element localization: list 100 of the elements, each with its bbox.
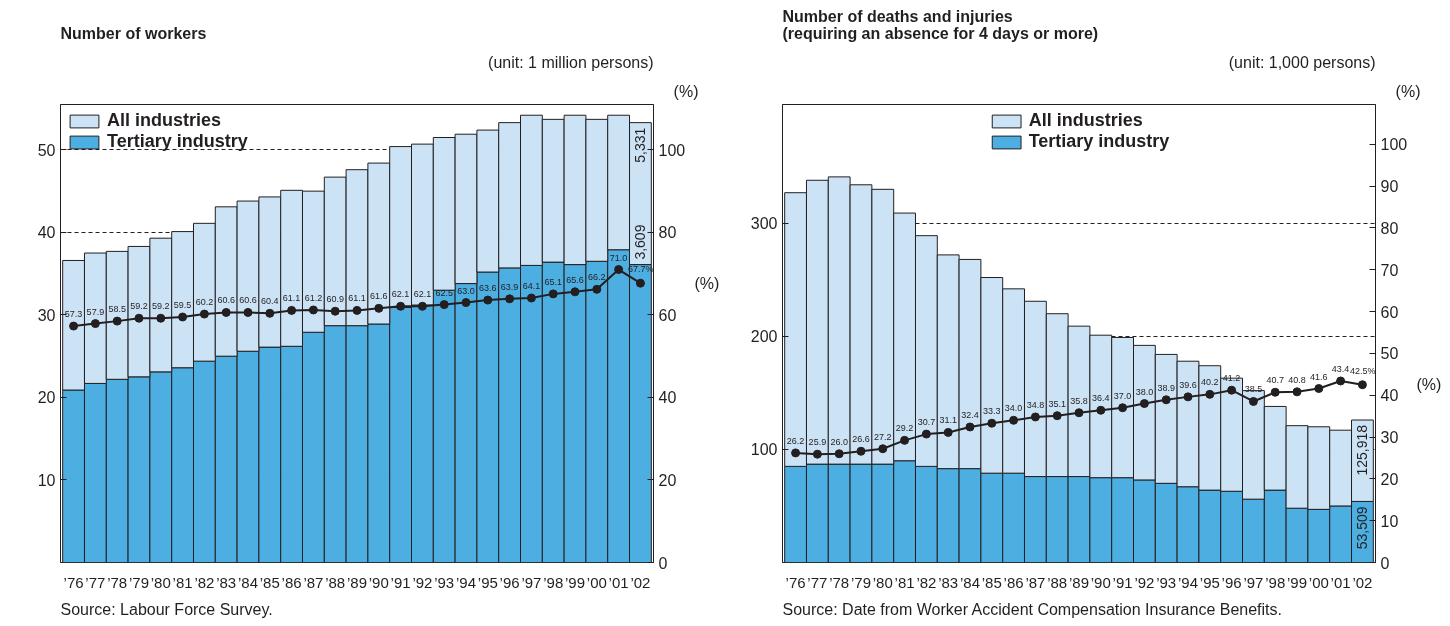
point xyxy=(1314,384,1324,393)
data-label: 32.4 xyxy=(961,409,979,420)
point xyxy=(1118,403,1128,413)
x-tick-label: ’76 xyxy=(63,573,84,591)
point xyxy=(1357,380,1367,390)
x-tick-label: ’83 xyxy=(216,573,237,591)
x-tick-label: ’83 xyxy=(938,573,959,591)
data-label: 61.2 xyxy=(304,292,323,303)
x-tick-label: ’91 xyxy=(1112,573,1133,591)
point xyxy=(1161,395,1171,405)
point xyxy=(856,446,866,456)
point xyxy=(178,312,188,322)
data-label: 31.1 xyxy=(939,415,957,426)
data-label: 59.2 xyxy=(152,301,170,312)
y2-tick-label: 90 xyxy=(1380,178,1399,196)
point xyxy=(1270,387,1280,397)
source-note: Source: Date from Worker Accident Compensation Insurance Benefits. xyxy=(782,600,1282,618)
point xyxy=(614,265,624,275)
text: (%) xyxy=(694,274,720,292)
data-label: 61.1 xyxy=(282,293,301,304)
point xyxy=(90,319,100,329)
x-tick-label: ’82 xyxy=(194,573,215,591)
x-tick-label: ’78 xyxy=(107,573,128,591)
point xyxy=(943,427,953,437)
data-label: 60.9 xyxy=(326,294,344,305)
data-label: 33.3 xyxy=(983,406,1001,417)
y2-tick-label: 20 xyxy=(658,471,677,489)
point xyxy=(1205,389,1215,399)
x-tick-label: ’78 xyxy=(829,573,850,591)
data-label: 65.6 xyxy=(566,274,584,285)
x-tick-label: ’00 xyxy=(1308,573,1329,591)
x-tick-label: ’90 xyxy=(1090,573,1111,591)
point xyxy=(461,298,471,308)
x-tick-label: ’95 xyxy=(477,573,498,591)
text: (unit: 1 million persons) xyxy=(488,53,654,71)
data-label: 29.2 xyxy=(895,423,914,434)
point xyxy=(221,307,231,317)
point xyxy=(352,305,362,315)
y-tick-label: 100 xyxy=(750,441,778,459)
data-label: 34.8 xyxy=(1026,399,1045,410)
point xyxy=(199,309,209,319)
data-label: 36.4 xyxy=(1092,393,1110,404)
data-label: 39.6 xyxy=(1179,379,1197,390)
data-label: 57.9 xyxy=(86,306,105,317)
data-label: 58.5 xyxy=(108,304,126,315)
point xyxy=(1336,376,1346,386)
point xyxy=(1074,408,1084,418)
y-tick-label: 200 xyxy=(750,328,778,346)
data-label: 60.6 xyxy=(217,295,235,306)
data-label: 61.6 xyxy=(370,291,388,302)
point xyxy=(526,293,536,303)
legend-label: All industries xyxy=(1028,110,1143,131)
source-note: Source: Labour Force Survey. xyxy=(60,600,273,618)
annotation: 125,918 xyxy=(1354,424,1371,476)
x-tick-label: ’98 xyxy=(543,573,564,591)
point xyxy=(1248,396,1258,406)
x-tick-label: ’86 xyxy=(1003,573,1024,591)
data-label: 40.8 xyxy=(1288,374,1306,385)
data-label: 57.3 xyxy=(64,309,83,320)
point xyxy=(1096,405,1106,415)
point xyxy=(965,422,975,432)
x-tick-label: ’90 xyxy=(368,573,389,591)
point xyxy=(483,295,493,305)
x-tick-label: ’99 xyxy=(1287,573,1308,591)
x-tick-label: ’92 xyxy=(412,573,433,591)
y2-tick-label: 60 xyxy=(1380,303,1399,321)
point xyxy=(987,418,997,428)
point xyxy=(570,287,580,297)
x-tick-label: ’81 xyxy=(172,573,193,591)
y2-tick-label: 80 xyxy=(1380,219,1399,237)
x-tick-label: ’96 xyxy=(499,573,520,591)
data-label: 59.5 xyxy=(173,300,192,310)
data-label: 27.2 xyxy=(874,431,892,442)
x-tick-label: ’86 xyxy=(281,573,302,591)
x-tick-label: ’96 xyxy=(1221,573,1242,591)
point xyxy=(330,306,340,316)
point xyxy=(548,289,558,299)
data-label: 38.9 xyxy=(1157,382,1175,393)
data-label: 63.0 xyxy=(457,285,475,296)
y2-tick-label: 30 xyxy=(1380,429,1399,447)
x-tick-label: ’85 xyxy=(981,573,1002,591)
point xyxy=(900,435,910,445)
x-tick-label: ’77 xyxy=(807,573,828,591)
data-label: 63.9 xyxy=(500,281,519,292)
x-tick-label: ’80 xyxy=(150,573,171,591)
x-tick-label: ’91 xyxy=(390,573,411,591)
y2-tick-label: 10 xyxy=(1380,512,1399,530)
data-label: 37.0 xyxy=(1113,390,1132,401)
data-label: 25.9 xyxy=(808,437,827,448)
text: (%) xyxy=(1416,376,1442,394)
y2-tick-label: 100 xyxy=(1380,136,1408,154)
data-label: 26.0 xyxy=(830,436,848,447)
data-label: 35.8 xyxy=(1070,395,1088,406)
point xyxy=(1292,387,1302,397)
x-tick-label: ’76 xyxy=(785,573,806,591)
data-label: 41.6 xyxy=(1310,371,1328,382)
point xyxy=(374,303,384,313)
point xyxy=(417,301,427,311)
point xyxy=(265,308,275,318)
data-label: 66.2 xyxy=(588,272,606,283)
